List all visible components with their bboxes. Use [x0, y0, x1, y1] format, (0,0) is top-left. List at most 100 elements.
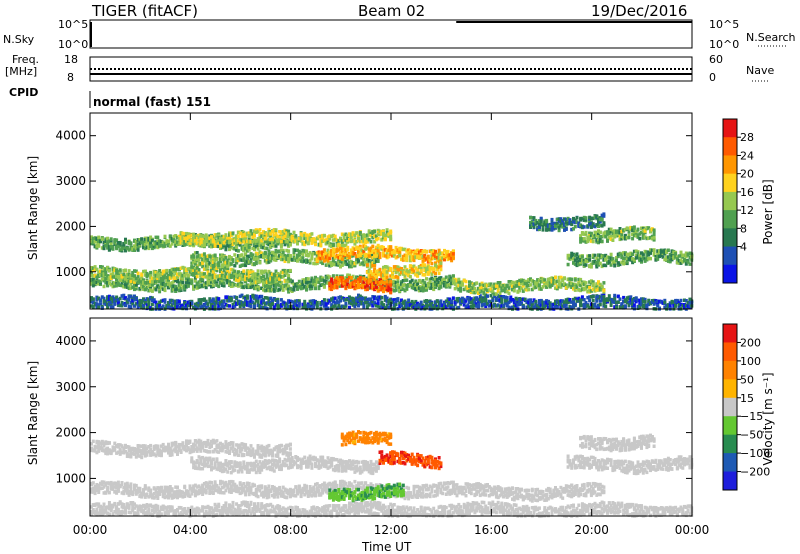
power-echo-cell	[263, 246, 267, 250]
power-echo-cell	[158, 273, 162, 277]
power-echo-cell	[310, 299, 314, 303]
power-echo-cell	[186, 277, 190, 282]
power-echo-cell	[471, 305, 475, 309]
power-echo-cell	[410, 299, 414, 304]
power-echo-cell	[206, 274, 210, 279]
power-echo-cell	[425, 250, 428, 254]
power-echo-cell	[131, 247, 135, 251]
power-echo-cell	[149, 235, 153, 239]
power-echo-cell	[597, 294, 600, 299]
power-echo-cell	[416, 286, 420, 290]
power-echo-cell	[107, 244, 111, 249]
power-echo-cell	[179, 241, 183, 245]
power-echo-cell	[392, 289, 396, 293]
power-echo-cell	[328, 299, 332, 303]
power-echo-cell	[136, 248, 140, 252]
power-echo-cell	[192, 255, 196, 259]
power-echo-cell	[136, 276, 140, 280]
power-echo-cell	[301, 282, 305, 286]
power-echo-cell	[233, 238, 237, 243]
power-echo-cell	[149, 306, 153, 310]
power-echo-cell	[451, 255, 455, 259]
power-echo-cell	[672, 300, 676, 304]
power-echo-cell	[448, 253, 452, 257]
power-echo-cell	[342, 247, 346, 251]
power-echo-cell	[339, 295, 342, 299]
power-echo-cell	[260, 294, 264, 299]
power-echo-cell	[407, 270, 411, 274]
power-echo-cell	[527, 298, 531, 302]
power-echo-cell	[131, 270, 135, 275]
power-echo-cell	[154, 276, 158, 280]
power-echo-cell	[111, 245, 115, 249]
power-echo-cell	[235, 302, 239, 306]
power-echo-cell	[416, 254, 420, 259]
power-echo-cell	[287, 273, 291, 278]
power-echo-cell	[322, 252, 326, 257]
power-echo-cell	[278, 279, 282, 283]
power-echo-cell	[158, 279, 162, 284]
power-echo-cell	[364, 247, 368, 251]
power-echo-cell	[116, 283, 120, 287]
power-echo-cell	[365, 233, 369, 237]
power-echo-cell	[113, 281, 117, 286]
power-echo-cell	[315, 250, 319, 255]
power-echo-cell	[351, 263, 355, 268]
power-echo-cell	[272, 275, 276, 280]
power-echo-cell	[360, 300, 364, 305]
power-echo-cell	[396, 285, 400, 289]
power-echo-cell	[177, 301, 181, 306]
power-echo-cell	[147, 288, 151, 293]
power-echo-cell	[91, 283, 95, 288]
power-echo-cell	[193, 272, 197, 276]
power-echo-cell	[419, 256, 423, 260]
power-echo-cell	[305, 281, 308, 285]
power-echo-cell	[434, 304, 437, 308]
power-echo-cell	[430, 282, 434, 287]
power-echo-cell	[279, 280, 283, 285]
power-echo-cell	[222, 275, 226, 279]
power-echo-cell	[417, 286, 421, 290]
power-echo-cell	[100, 237, 104, 241]
power-echo-cell	[317, 254, 321, 258]
power-echo-cell	[444, 275, 448, 279]
power-echo-cell	[322, 238, 326, 243]
power-echo-cell	[344, 260, 348, 264]
power-echo-cell	[398, 286, 402, 290]
power-echo-cell	[170, 283, 174, 287]
power-echo-cell	[152, 280, 156, 284]
power-echo-cell	[181, 303, 185, 307]
power-echo-cell	[208, 244, 212, 248]
power-echo-cell	[301, 286, 305, 290]
power-echo-cell	[228, 247, 231, 252]
nsearch-tick-bottom: 10^0	[709, 38, 740, 51]
power-echo-cell	[236, 234, 240, 239]
power-echo-cell	[170, 275, 174, 279]
power-echo-cell	[425, 283, 428, 288]
power-echo-cell	[129, 279, 133, 284]
power-echo-cell	[253, 241, 256, 246]
power-echo-cell	[512, 300, 516, 305]
power-echo-cell	[90, 277, 93, 282]
power-echo-cell	[369, 274, 373, 278]
power-echo-cell	[326, 235, 330, 239]
power-echo-cell	[147, 273, 151, 277]
power-echo-cell	[247, 273, 251, 277]
power-echo-cell	[152, 272, 156, 277]
power-echo-cell	[113, 302, 117, 306]
power-echo-cell	[106, 266, 110, 270]
power-echo-cell	[287, 243, 291, 247]
power-echo-cell	[475, 302, 479, 306]
power-echo-cell	[149, 244, 153, 249]
power-echo-cell	[520, 302, 523, 306]
power-echo-cell	[326, 276, 330, 280]
power-echo-cell	[613, 293, 617, 298]
power-echo-cell	[315, 261, 319, 266]
power-echo-cell	[417, 278, 421, 283]
power-echo-cell	[326, 248, 330, 253]
power-echo-cell	[312, 278, 316, 283]
power-echo-cell	[297, 285, 301, 289]
power-echo-cell	[324, 306, 328, 310]
power-echo-cell	[333, 234, 337, 239]
power-echo-cell	[349, 251, 353, 256]
